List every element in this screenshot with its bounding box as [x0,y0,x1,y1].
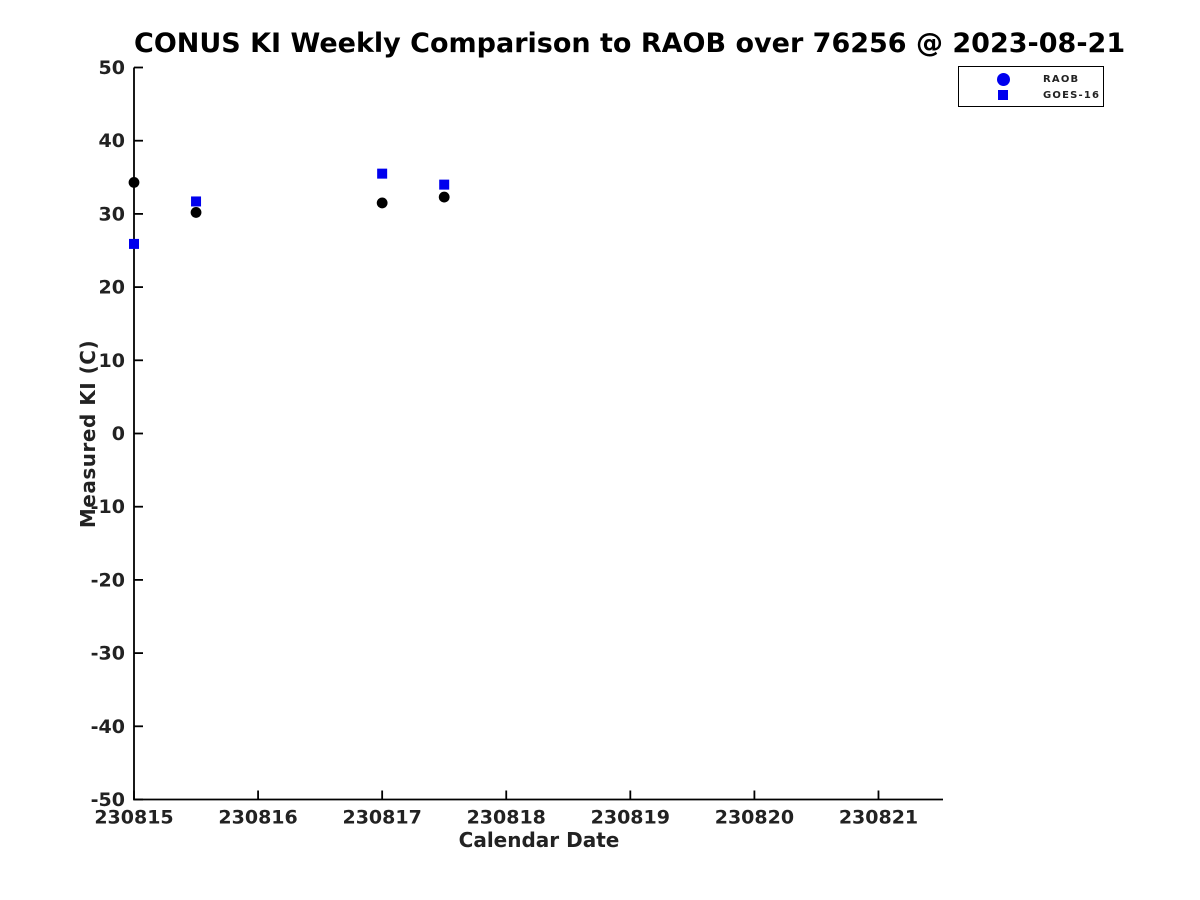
y-tick-label: 10 [99,350,125,372]
data-point-goes-16 [377,168,388,179]
data-point-raob [438,191,450,203]
y-tick-label: -20 [91,569,125,591]
data-point-raob [376,197,388,209]
legend-label-raob: RAOB [1043,73,1080,85]
y-axis-label: Measured KI (C) [76,339,100,529]
y-tick-label: -10 [91,496,125,518]
axis-spines [133,67,943,801]
data-point-raob [190,207,202,218]
legend-marker-cell [996,72,1010,86]
y-tick-label: -50 [91,789,125,811]
raob-circle-icon [996,72,1010,86]
y-tick-label: 30 [99,203,125,225]
data-point-raob [128,177,140,188]
x-tick-label: 230821 [839,807,918,829]
y-tick-label: -30 [91,643,125,665]
x-tick-label: 230817 [342,807,421,829]
data-point-goes-16 [191,196,202,207]
x-tick-label: 230820 [715,807,794,829]
legend: RAOB GOES-16 [958,66,1104,107]
x-axis-label: Calendar Date [458,828,620,852]
x-tick-label: 230818 [467,807,546,829]
legend-marker-cell [996,90,1010,100]
legend-label-goes16: GOES-16 [1043,89,1101,101]
y-tick-label: 40 [99,130,125,152]
y-tick-label: 0 [112,423,125,445]
x-tick-label: 230819 [591,807,670,829]
y-tick-label: 20 [99,277,125,299]
y-tick-label: 50 [99,57,125,79]
y-tick-label: -40 [91,716,125,738]
legend-item-raob: RAOB [959,71,1103,87]
data-point-goes-16 [129,238,139,249]
data-point-goes-16 [439,179,450,190]
legend-item-goes16: GOES-16 [959,87,1103,103]
goes16-square-icon [998,90,1008,100]
x-tick-label: 230816 [218,807,297,829]
x-tick-label: 230815 [94,807,173,829]
